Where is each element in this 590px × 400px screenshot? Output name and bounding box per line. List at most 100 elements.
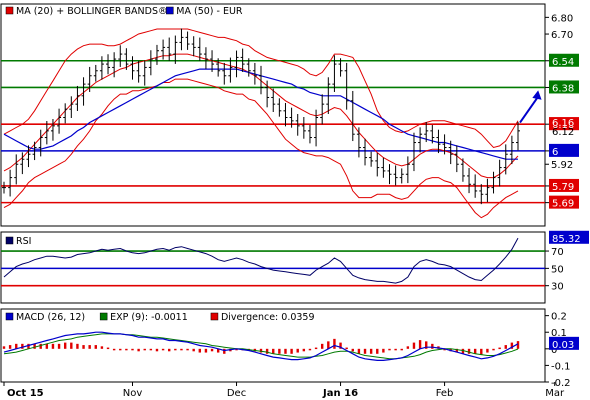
- macd-ytick-label: 0.2: [551, 312, 567, 323]
- macd-divergence-bar: [57, 343, 61, 349]
- macd-divergence-bar: [198, 348, 202, 353]
- macd-legend-label: MACD (26, 12): [16, 312, 85, 323]
- macd-ytick-label: 0: [551, 345, 557, 356]
- level-tag-label: 6.16: [552, 118, 574, 129]
- macd-divergence-bar: [106, 347, 110, 350]
- level-tag: [549, 143, 579, 157]
- macd-divergence-bar: [345, 347, 348, 350]
- macd-divergence-bar: [504, 345, 507, 349]
- price-panel-frame: [0, 3, 546, 227]
- macd-current-tag: [549, 336, 579, 350]
- level-tag-label: 5.69: [552, 199, 574, 210]
- macd-divergence-bar: [63, 342, 67, 349]
- x-tick-label: Jan 16: [322, 388, 358, 399]
- macd-divergence-bar: [210, 348, 214, 352]
- macd-divergence-bar: [357, 348, 361, 354]
- macd-panel-frame: [0, 308, 546, 383]
- macd-divergence-bar: [284, 348, 287, 354]
- macd-divergence-bar: [15, 343, 18, 349]
- macd-divergence-bar: [2, 346, 6, 349]
- level-tag: [549, 178, 579, 192]
- macd-divergence-bar: [216, 348, 220, 353]
- macd-divergence-bar: [265, 348, 269, 354]
- macd-divergence-bar: [314, 347, 318, 350]
- macd-divergence-bar: [82, 345, 85, 349]
- legend-label: MA (20) + BOLLINGER BANDS®: [16, 6, 168, 17]
- macd-divergence-bar: [174, 348, 177, 351]
- macd-divergence-bar: [76, 343, 79, 349]
- macd-divergence-bar: [259, 348, 263, 353]
- macd-divergence-bar: [425, 341, 428, 349]
- macd-divergence-bar: [180, 348, 183, 351]
- rsi-panel-frame: [0, 231, 546, 304]
- macd-divergence-bar: [70, 342, 73, 349]
- price-panel: 6.806.706.546.386.1665.925.795.696.546.3…: [1, 6, 579, 219]
- macd-divergence-bar: [204, 348, 208, 353]
- x-tick-label: Nov: [123, 388, 143, 399]
- macd-divergence-bar: [388, 348, 391, 351]
- x-tick-label: Dec: [227, 388, 246, 399]
- legend-swatch: [166, 6, 174, 15]
- rsi-ytick-label: 50: [551, 264, 564, 275]
- x-tick-label: Feb: [436, 388, 454, 399]
- macd-divergence-bar: [498, 347, 501, 350]
- macd-divergence-bar: [320, 343, 324, 349]
- macd-divergence-bar: [473, 348, 477, 354]
- macd-divergence-bar: [455, 348, 459, 353]
- macd-divergence-bar: [33, 343, 36, 349]
- macd-divergence-bar: [112, 348, 116, 351]
- macd-divergence-bar: [351, 348, 354, 352]
- macd-divergence-bar: [302, 348, 306, 352]
- level-tag-label: 6.54: [552, 57, 574, 68]
- rsi-ytick-label: 70: [551, 247, 564, 258]
- price-ytick-label: 6.70: [551, 30, 573, 41]
- macd-panel: 0.2 0.1 0 -0.1 -0.2 0.03 MACD (26, 12) EXP (9):…: [2, 312, 579, 389]
- macd-divergence-bar: [290, 348, 293, 354]
- macd-divergence-bar: [137, 348, 140, 352]
- macd-signal-line: [3, 333, 519, 360]
- macd-divergence-bar: [186, 348, 189, 351]
- macd-line: [3, 331, 519, 361]
- macd-divergence-bar: [100, 346, 104, 349]
- macd-divergence-bar: [510, 342, 514, 349]
- price-ytick-label: 5.92: [551, 160, 573, 171]
- legend-label: MA (50) - EUR: [176, 6, 243, 17]
- macd-divergence-bar: [486, 348, 489, 353]
- macd-divergence-bar: [143, 348, 146, 351]
- macd-divergence-bar: [516, 341, 520, 349]
- macd-ytick-label: 0.1: [551, 328, 567, 339]
- macd-divergence-bar: [376, 348, 379, 354]
- rsi-current-tag: [549, 230, 589, 244]
- macd-divergence-bar: [27, 343, 30, 349]
- macd-divergence-bar: [363, 348, 367, 354]
- x-tick-label: Mar: [545, 388, 565, 399]
- macd-divergence-bar: [131, 348, 134, 351]
- legend-swatch: [5, 312, 14, 321]
- macd-divergence-bar: [394, 348, 397, 351]
- rsi-panel: 70 50 30 85.32 RSI: [1, 230, 589, 293]
- level-tag-label: 5.79: [552, 182, 574, 193]
- level-tag-label: 6.38: [552, 83, 574, 94]
- rsi-line: [3, 237, 519, 284]
- macd-divergence-bar: [223, 348, 226, 354]
- macd-divergence-bar: [88, 345, 91, 349]
- macd-divergence-bar: [308, 348, 312, 351]
- macd-current-label: 0.03: [552, 340, 574, 351]
- macd-divergence-bar: [8, 345, 12, 349]
- level-tag: [549, 80, 579, 94]
- macd-divergence-bar: [461, 348, 465, 354]
- macd-divergence-bar: [125, 348, 128, 351]
- macd-divergence-bar: [369, 348, 373, 354]
- macd-divergence-bar: [418, 340, 422, 349]
- forecast-arrow-shaft: [519, 96, 539, 124]
- level-tag: [549, 53, 579, 67]
- macd-divergence-bar: [45, 343, 49, 349]
- legend-swatch: [5, 236, 14, 245]
- macd-divergence-bar: [119, 348, 122, 351]
- legend-swatch: [5, 6, 14, 15]
- level-tag: [549, 117, 579, 127]
- level-tag-label: 6: [552, 147, 558, 158]
- macd-divergence-bar: [94, 345, 97, 349]
